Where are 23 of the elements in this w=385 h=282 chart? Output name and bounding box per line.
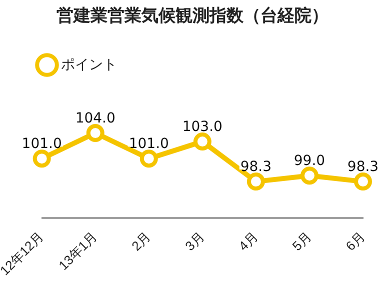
x-tick-label: 2月 <box>128 228 154 254</box>
x-tick-label: 12年12月 <box>0 228 46 278</box>
data-label: 104.0 <box>75 110 116 127</box>
x-tick-label: 4月 <box>236 228 261 254</box>
point <box>300 166 318 185</box>
x-tick-label: 6月 <box>342 228 368 254</box>
point <box>354 172 372 191</box>
x-tick-label: 13年1月 <box>56 228 100 274</box>
point <box>140 150 158 168</box>
legend-label: ポイント <box>61 56 117 72</box>
data-label: 101.0 <box>128 136 169 152</box>
x-tick-label: 3月 <box>182 228 208 254</box>
data-label: 98.3 <box>240 159 272 176</box>
data-label: 101.0 <box>22 136 62 152</box>
data-label: 103.0 <box>182 119 222 136</box>
x-tick-label: 5月 <box>289 228 314 254</box>
point <box>32 150 51 168</box>
point <box>246 172 265 191</box>
chart-title: 営建業営業気候観測指数（台経院） <box>56 5 330 27</box>
data-label: 99.0 <box>294 153 326 170</box>
point <box>86 124 104 142</box>
point <box>193 132 212 151</box>
data-label: 98.3 <box>347 159 379 176</box>
